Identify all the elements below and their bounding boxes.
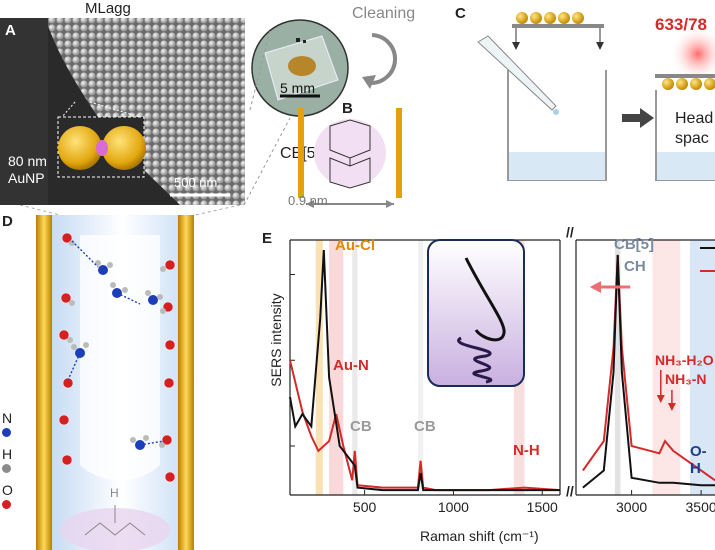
au-n-label: Au-N (333, 357, 369, 374)
n-h-label: N-H (513, 442, 540, 459)
x-tick-label-0: 500 (353, 499, 377, 515)
cleaning-label: Cleaning (352, 5, 416, 22)
sample-photo (250, 18, 350, 118)
panel-b-label: B (342, 100, 353, 117)
axis-break-bottom: // (566, 483, 574, 499)
cb-h-label: H (110, 486, 119, 500)
scalebar-label: 500 nm (174, 175, 218, 190)
cb5-structure (298, 108, 402, 208)
au-cl-label: Au-Cl (335, 237, 375, 254)
inset-label-2: AuNP (8, 170, 45, 186)
gap-label: 0.9 nm (288, 193, 328, 208)
nh3-h2o-arrow-head (656, 395, 665, 403)
headspace-label-1: Head (675, 110, 714, 127)
legend-n: N (2, 410, 12, 437)
cb-label-1: CB (350, 418, 372, 435)
legend-n-dot (2, 428, 11, 437)
panel-d-label: D (2, 213, 13, 230)
x-tick-label-3: 3000 (616, 499, 647, 515)
panel-c-label: C (455, 5, 466, 22)
aunp-right (102, 126, 146, 170)
zoom-lines (243, 30, 291, 206)
nanogap-diagram (19, 205, 240, 550)
x-tick-label-4: 3500 (686, 499, 715, 515)
nose-inset (427, 239, 525, 387)
highlight-band-5 (614, 240, 621, 495)
cb-molecule (96, 140, 108, 156)
aunp-left (58, 126, 102, 170)
highlight-band-2 (352, 240, 358, 495)
cb-label-2: CB (414, 418, 436, 435)
x-tick-label-2: 1500 (527, 499, 558, 515)
legend-h-dot (2, 464, 11, 473)
nh3-h2o-label: NH₃-H₂O (655, 352, 714, 368)
highlight-band-3 (417, 240, 424, 495)
photo-scalebar-label: 5 mm (280, 80, 315, 96)
panel-a: A MLagg 80 nm AuNP 500 nm (0, 0, 248, 205)
ch-peak-label: CH (624, 258, 646, 275)
laser-label: 633/78 (655, 15, 707, 34)
axis-break-top: // (566, 224, 574, 240)
atom-legend: N H O (2, 410, 26, 520)
nh3-n-arrow-head (667, 403, 676, 411)
highlight-band-7 (689, 240, 715, 495)
series-black-line-right (582, 254, 715, 489)
mlagg-title: MLagg (85, 0, 131, 17)
shift-arrow-head (589, 281, 602, 293)
legend-h: H (2, 446, 12, 473)
series-red-line-right (582, 254, 715, 482)
o-h-label: O-H (690, 443, 707, 477)
nh3-n-label: NH₃-N (665, 371, 707, 387)
highlight-band-0 (315, 240, 323, 495)
inset-label-1: 80 nm (8, 153, 47, 169)
series-black-line-left (289, 249, 560, 492)
panel-a-label: A (5, 22, 16, 39)
x-tick-label-1: 1000 (438, 499, 469, 515)
legend-o-dot (2, 500, 11, 509)
headspace-label-2: spac (675, 130, 709, 147)
legend-o: O (2, 482, 13, 509)
headspace-setup (477, 12, 715, 181)
x-axis-label: Raman shift (cm⁻¹) (420, 528, 539, 544)
legend-red-line (700, 270, 715, 272)
legend-black-line (700, 247, 715, 249)
cb5-peak-label: CB[5] (614, 236, 654, 253)
cleaning-arrow-icon (362, 33, 397, 89)
panel-e-label: E (262, 230, 273, 247)
sem-image (0, 18, 245, 205)
